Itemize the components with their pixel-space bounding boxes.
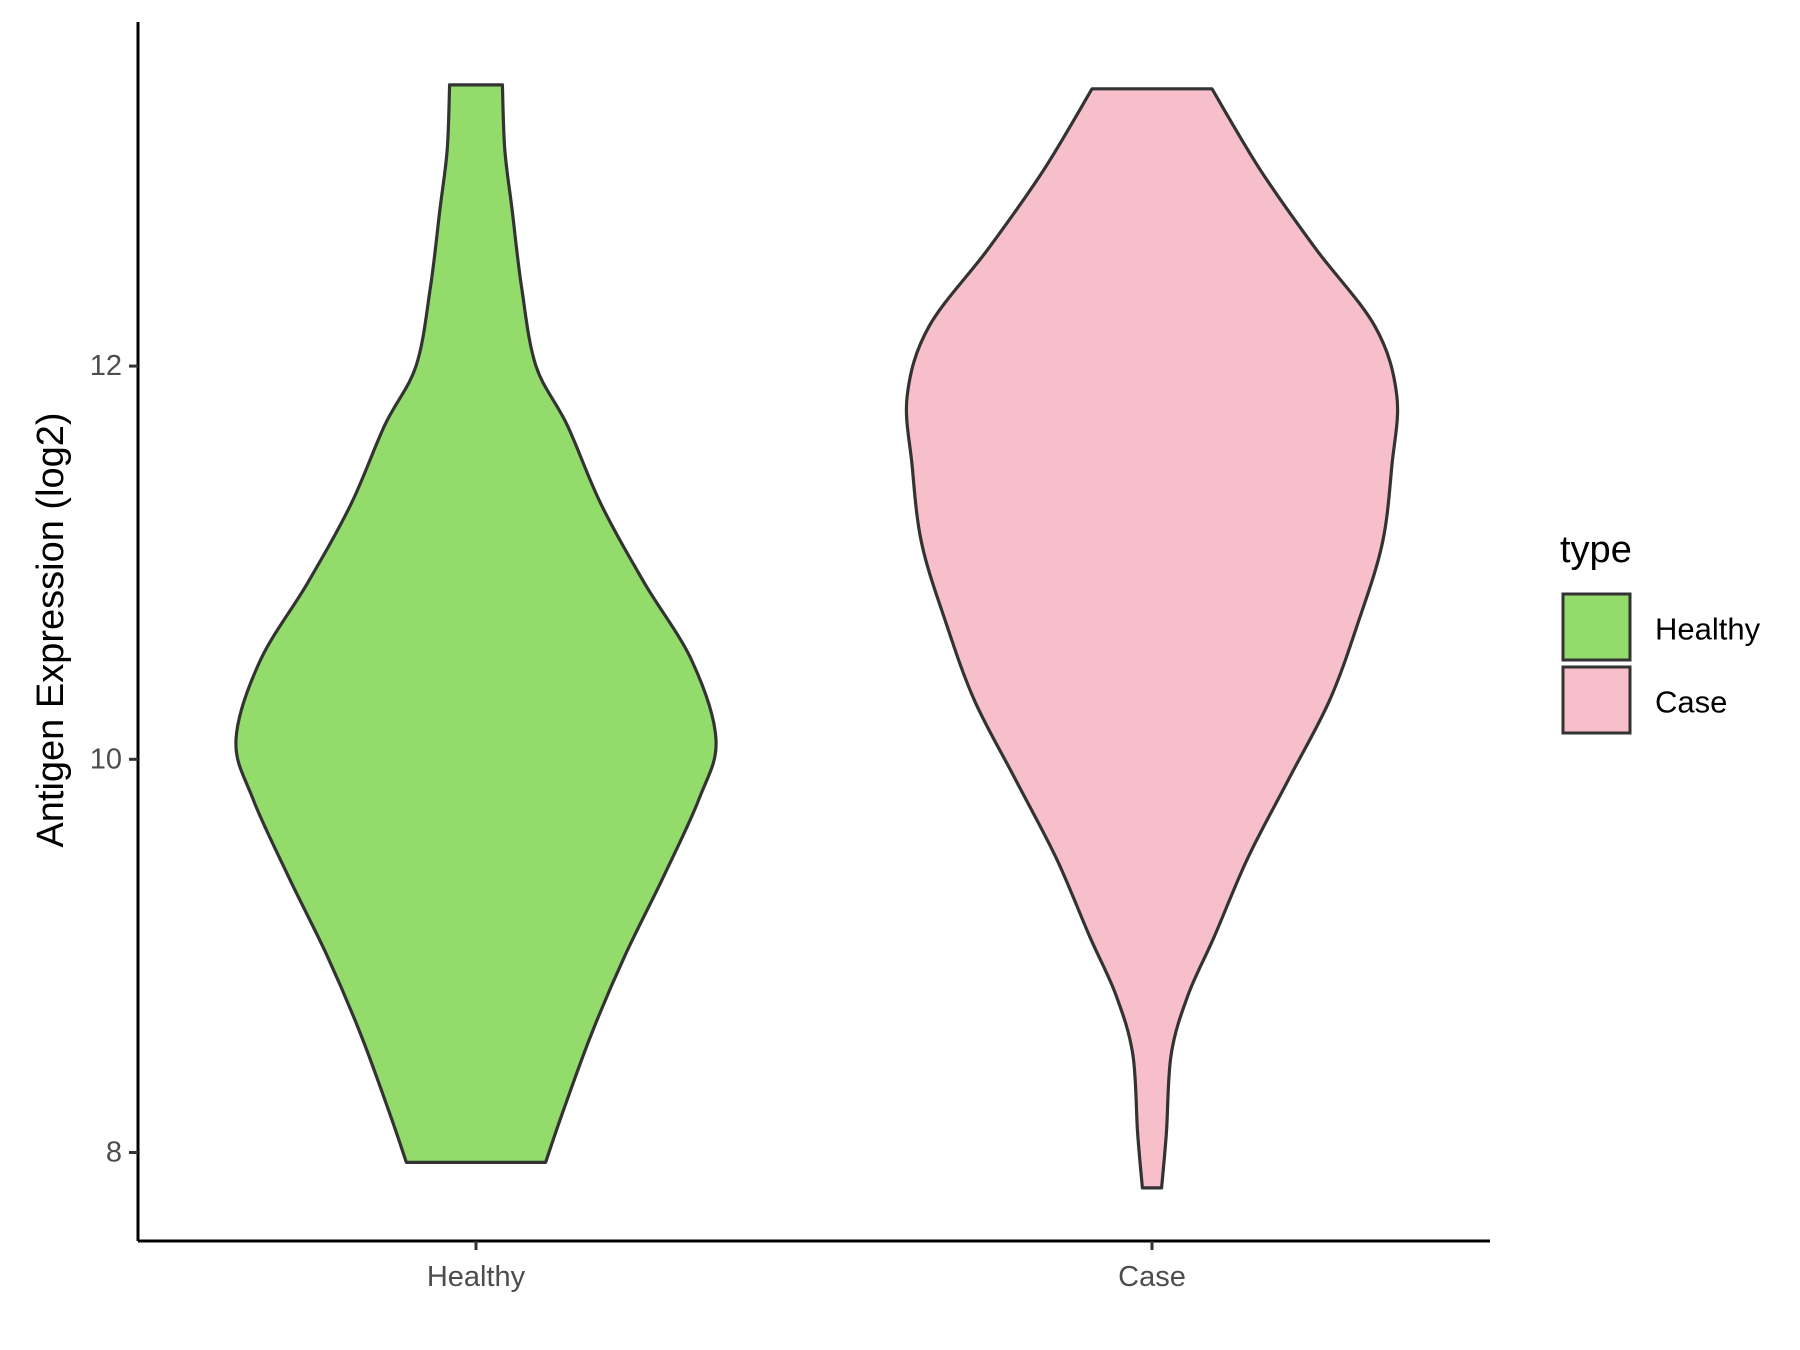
y-axis-ticks: 8 10 12 xyxy=(90,350,138,1169)
legend-swatch-healthy xyxy=(1561,592,1632,662)
legend: type Healthy Case xyxy=(1560,529,1761,735)
x-tick-label: Healthy xyxy=(427,1261,526,1293)
x-axis-ticks: Healthy Case xyxy=(427,1241,1186,1293)
y-tick-label: 8 xyxy=(106,1137,122,1169)
y-tick-label: 10 xyxy=(90,743,122,775)
violin-layer xyxy=(234,83,1400,1190)
legend-label-case: Case xyxy=(1655,685,1727,720)
y-tick-label: 12 xyxy=(90,350,122,382)
legend-swatch-case xyxy=(1561,665,1632,735)
legend-label-healthy: Healthy xyxy=(1655,612,1761,647)
violin-case xyxy=(904,87,1400,1190)
violin-healthy xyxy=(234,83,718,1164)
y-axis-title: Antigen Expression (log2) xyxy=(30,412,72,847)
legend-title: type xyxy=(1560,529,1632,571)
legend-entries: Healthy Case xyxy=(1561,592,1761,735)
x-tick-label: Case xyxy=(1118,1261,1186,1293)
